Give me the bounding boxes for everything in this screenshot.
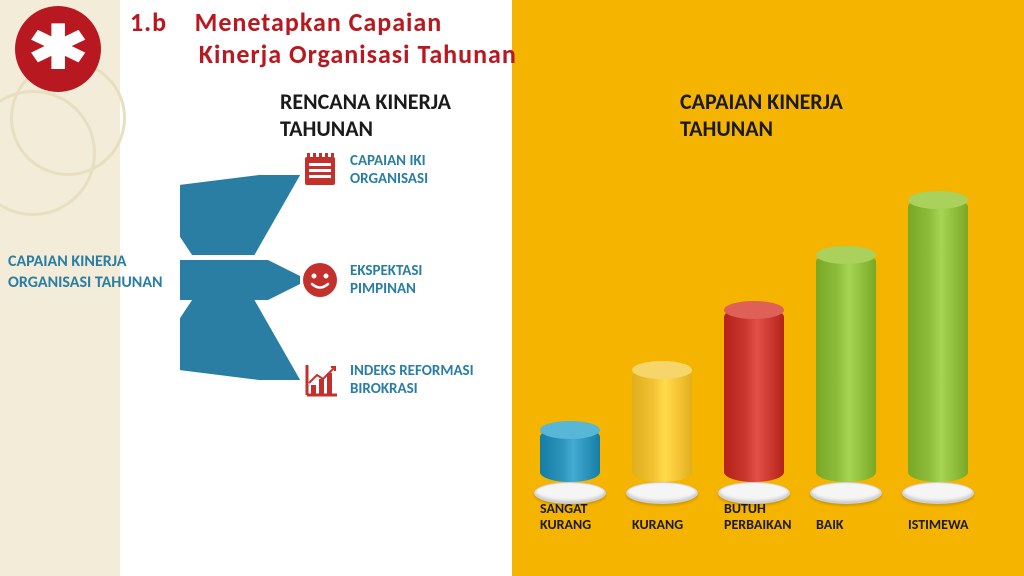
bar-istimewa [908, 197, 968, 482]
bar-butuh-perbaikan [724, 307, 784, 482]
branch-2-label: EKSPEKTASI PIMPINAN [350, 262, 490, 298]
arrow-down [180, 300, 300, 380]
root-label: CAPAIAN KINERJA ORGANISASI TAHUNAN [8, 252, 188, 294]
asterisk-icon: ✱ [28, 19, 88, 79]
arrow-mid [180, 260, 300, 300]
bar-label: KURANG [632, 517, 722, 532]
notepad-icon [300, 150, 340, 190]
title-number: 1.b [130, 6, 167, 38]
smile-icon [300, 260, 340, 300]
logo: ✱ [15, 6, 101, 92]
bar-kurang [632, 367, 692, 482]
bar-label: ISTIMEWA [908, 517, 998, 532]
title-line1: Menetapkan Capaian [195, 6, 443, 38]
bar-label: BAIK [816, 517, 906, 532]
title-line2: Kinerja Organisasi Tahunan [199, 38, 517, 70]
subhead-right: CAPAIAN KINERJA TAHUNAN [680, 88, 843, 142]
cylinder-chart: SANGAT KURANGKURANGBUTUH PERBAIKANBAIKIS… [540, 160, 1010, 540]
slide-title: 1.b Menetapkan Capaian Kinerja Organisas… [130, 6, 517, 70]
branch-1: CAPAIAN IKI ORGANISASI [300, 150, 490, 190]
branch-3-label: INDEKS REFORMASI BIROKRASI [350, 362, 490, 398]
bar-sangat-kurang [540, 427, 600, 482]
branch-1-label: CAPAIAN IKI ORGANISASI [350, 152, 490, 188]
branch-3: INDEKS REFORMASI BIROKRASI [300, 360, 490, 400]
arrow-up [180, 175, 300, 255]
bar-label: SANGAT KURANG [540, 501, 630, 532]
bar-label: BUTUH PERBAIKAN [724, 501, 814, 532]
subhead-left: RENCANA KINERJA TAHUNAN [280, 88, 451, 142]
barchart-icon [300, 360, 340, 400]
bar-baik [816, 252, 876, 482]
branch-2: EKSPEKTASI PIMPINAN [300, 260, 490, 300]
